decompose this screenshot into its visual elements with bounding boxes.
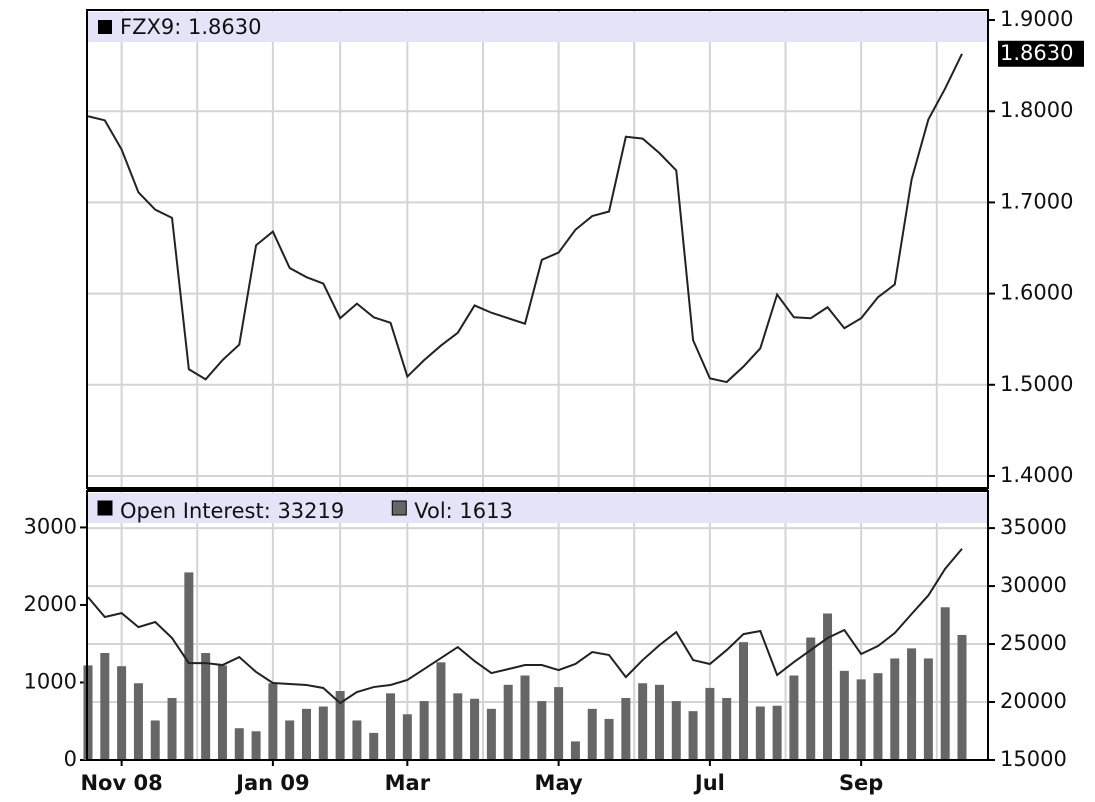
volume-bar — [907, 648, 917, 760]
volume-bar — [957, 634, 967, 760]
volume-bar — [722, 697, 732, 760]
volume-bar — [823, 613, 833, 760]
last-value-label: 1.8630 — [1000, 41, 1073, 65]
volume-bar — [335, 691, 345, 760]
volume-bar — [184, 572, 194, 760]
x-tick-label: Sep — [839, 771, 883, 795]
volume-bar — [419, 701, 429, 760]
volume-bar — [587, 708, 597, 760]
volume-bar — [772, 705, 782, 760]
volume-bar — [402, 714, 412, 760]
plot-area — [87, 10, 988, 488]
volume-bar — [217, 665, 227, 760]
y-tick-label: 1000 — [24, 669, 77, 693]
x-tick-label: Jul — [693, 771, 725, 795]
volume-bar — [705, 687, 715, 760]
volume-bar — [133, 683, 143, 760]
y2-tick-label: 20000 — [1000, 689, 1067, 713]
volume-bar — [940, 607, 950, 760]
volume-bar — [100, 653, 110, 760]
volume-bar — [806, 637, 816, 760]
volume-bar — [923, 658, 933, 760]
volume-bar — [318, 706, 328, 760]
volume-bar — [167, 697, 177, 760]
y-tick-label: 3000 — [24, 514, 77, 538]
volume-bar — [285, 720, 295, 760]
volume-bar — [789, 675, 799, 760]
volume-bar — [570, 741, 580, 760]
volume-bar — [150, 720, 160, 760]
volume-bar — [453, 693, 463, 760]
volume-bar — [486, 708, 496, 760]
volume-bar — [302, 708, 311, 760]
last-value-box — [998, 40, 1084, 67]
x-tick-label: May — [535, 771, 583, 795]
volume-bar — [554, 687, 564, 760]
y-tick-label: 1.5000 — [1000, 372, 1073, 396]
open-interest-line — [87, 548, 963, 705]
volume-bar — [352, 720, 362, 760]
volume-bar — [604, 718, 614, 760]
volume-bar — [739, 642, 748, 760]
volume-bar — [268, 683, 278, 760]
volume-bar — [654, 684, 664, 760]
header-band — [88, 12, 987, 42]
legend-swatch — [391, 500, 407, 516]
legend-swatch — [97, 500, 113, 516]
legend-swatch — [98, 20, 112, 34]
legend-label: Vol: 1613 — [414, 499, 513, 523]
volume-bar — [537, 701, 547, 760]
y2-tick-label: 30000 — [1000, 573, 1067, 597]
legend-label: Open Interest: 33219 — [120, 499, 344, 523]
price-line — [87, 53, 963, 384]
volume-bar — [638, 683, 648, 760]
volume-bar — [201, 653, 211, 760]
y2-tick-label: 15000 — [1000, 747, 1067, 771]
y-tick-label: 2000 — [24, 592, 77, 616]
volume-bar — [369, 732, 379, 760]
x-tick-label: Jan 09 — [234, 771, 309, 795]
volume-bar — [890, 658, 900, 760]
header-title: FZX9: 1.8630 — [120, 15, 261, 39]
y-tick-label: 1.8000 — [1000, 98, 1073, 122]
volume-bar — [117, 666, 127, 760]
volume-bar — [671, 701, 681, 760]
volume-bar — [873, 673, 883, 760]
x-tick-label: Nov 08 — [80, 771, 162, 795]
y-tick-label: 1.9000 — [1000, 7, 1073, 31]
y-tick-label: 1.4000 — [1000, 463, 1073, 487]
volume-bar — [234, 728, 244, 760]
volume-bar — [520, 675, 530, 760]
volume-bar — [839, 670, 849, 760]
volume-bar — [688, 711, 698, 760]
volume-bar — [856, 679, 866, 760]
volume-bar — [436, 662, 446, 760]
volume-bar — [386, 693, 396, 760]
volume-bar — [470, 698, 480, 760]
volume-bar — [621, 697, 631, 760]
header-band — [88, 493, 987, 523]
y2-tick-label: 35000 — [1000, 515, 1067, 539]
volume-bar — [755, 706, 765, 760]
x-tick-label: Mar — [385, 771, 431, 795]
volume-bar — [251, 731, 261, 760]
y-tick-label: 1.6000 — [1000, 281, 1073, 305]
y-tick-label: 1.7000 — [1000, 189, 1073, 213]
volume-bar — [503, 684, 513, 760]
y2-tick-label: 25000 — [1000, 631, 1067, 655]
y-tick-label: 0 — [64, 747, 77, 771]
